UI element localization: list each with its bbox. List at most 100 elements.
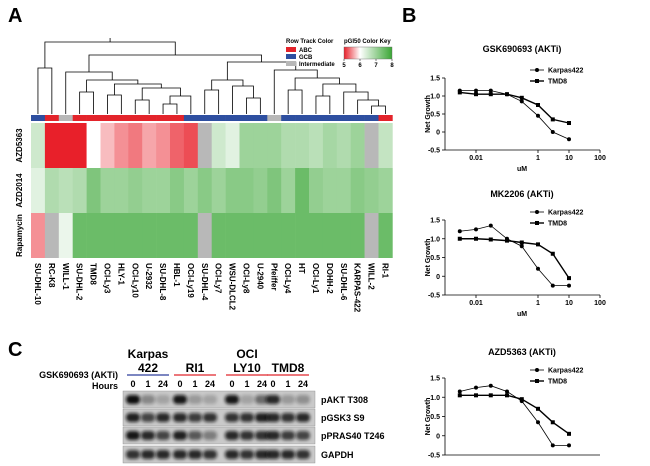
heatmap-cell — [197, 213, 212, 258]
heatmap-cell — [309, 213, 324, 258]
heatmap-cell — [58, 168, 73, 213]
track-legend-swatch — [286, 54, 296, 59]
heatmap-cell — [336, 168, 351, 213]
heatmap-cell — [239, 123, 254, 168]
blot-band — [255, 413, 269, 422]
panel-letter: B — [402, 5, 416, 27]
heatmap-cell — [322, 213, 338, 258]
blot-band — [281, 450, 295, 459]
track-cell — [378, 115, 393, 121]
heatmap-cell — [44, 123, 60, 168]
blot-band — [240, 431, 254, 440]
data-point — [519, 99, 524, 104]
chart-title: GSK690693 (AKTi) — [483, 44, 562, 54]
y-tick-label: 0.5 — [430, 414, 440, 421]
heatmap-cell — [295, 123, 310, 168]
track-cell — [58, 115, 73, 121]
blot-band — [141, 395, 155, 404]
column-label: DOHH-2 — [325, 263, 334, 294]
column-label: HBL-1 — [172, 263, 181, 287]
blot-band — [173, 450, 187, 459]
curve — [459, 238, 570, 279]
blot-strip — [122, 408, 316, 427]
column-label: OCI-Ly7 — [214, 263, 223, 294]
column-label: OCI-Ly19 — [186, 263, 195, 298]
legend-marker — [535, 368, 539, 372]
heatmap-cell — [211, 168, 226, 213]
heatmap-cell — [114, 123, 129, 168]
data-point — [457, 229, 462, 234]
data-point — [488, 92, 493, 97]
data-point — [550, 443, 555, 448]
data-point — [519, 244, 524, 249]
hour-label: 0 — [130, 379, 135, 389]
data-point — [488, 237, 493, 242]
heatmap-cell — [295, 213, 310, 258]
y-axis-label: Net Growth — [425, 95, 432, 133]
column-label: SU-DHL-4 — [200, 263, 209, 301]
track-cell — [364, 115, 379, 121]
data-point — [567, 443, 571, 448]
heatmap-cell — [183, 123, 199, 168]
color-key-label: 5 — [342, 63, 346, 69]
track-cell — [86, 115, 101, 121]
color-key-label: 6 — [358, 63, 362, 69]
heatmap-cell — [267, 213, 282, 258]
heatmap-cell — [86, 123, 101, 168]
track-legend-label: Intermediate — [299, 62, 335, 68]
heatmap-cell — [322, 168, 338, 213]
y-tick-label: 0 — [436, 130, 440, 137]
y-tick-label: 0.5 — [430, 255, 440, 262]
column-label: OCI-Ly8 — [241, 263, 250, 294]
track-cell — [350, 115, 365, 121]
column-label: HT — [297, 263, 306, 274]
blot-strip — [122, 445, 316, 464]
blot-band — [141, 413, 155, 422]
curve — [459, 385, 569, 446]
heatmap-cell — [86, 213, 101, 258]
blot-band — [188, 431, 202, 440]
data-point — [567, 431, 571, 436]
y-tick-label: 1.0 — [430, 94, 440, 101]
x-tick-label: 0.01 — [469, 300, 483, 307]
column-label: RC-K8 — [47, 263, 56, 288]
heatmap-cell — [58, 123, 73, 168]
hour-label: 0 — [229, 379, 234, 389]
heatmap-cell — [100, 123, 115, 168]
column-label: WSU-DLCL2 — [228, 263, 237, 311]
track-cell — [100, 115, 115, 121]
cell-line-label: OCI — [236, 347, 257, 361]
y-tick-label: -0.5 — [428, 148, 440, 155]
data-point — [567, 121, 571, 125]
heatmap-cell — [197, 168, 212, 213]
data-point — [474, 385, 478, 390]
chart-title: MK2206 (AKTi) — [490, 189, 553, 199]
track-cell — [72, 115, 87, 121]
y-axis-label: Net Growth — [425, 239, 432, 277]
track-cell — [239, 115, 254, 121]
heatmap-cell — [31, 168, 46, 213]
heatmap-cell — [267, 168, 282, 213]
blot-band — [240, 395, 254, 404]
x-tick-label: 10 — [565, 300, 573, 307]
color-key-label: 7 — [374, 63, 378, 69]
blot-band — [281, 395, 295, 404]
data-point — [536, 420, 540, 425]
y-tick-label: -0.5 — [428, 293, 440, 300]
heatmap-cell — [142, 213, 157, 258]
track-cell — [128, 115, 143, 121]
legend-label: Karpas422 — [548, 68, 584, 75]
heatmap-cell — [281, 123, 296, 168]
blot-band — [240, 450, 254, 459]
data-point — [457, 90, 462, 95]
x-tick-label: 1 — [536, 300, 540, 307]
heatmap-cell — [72, 213, 87, 258]
blot-band — [156, 431, 170, 440]
blot-band — [203, 450, 217, 459]
heatmap-cell — [72, 168, 87, 213]
y-tick-label: 1.0 — [430, 395, 440, 402]
y-tick-label: 1.5 — [430, 218, 440, 225]
heatmap-cell — [128, 123, 143, 168]
column-label: Pfeiffer — [269, 263, 278, 291]
blot-band — [173, 395, 187, 404]
